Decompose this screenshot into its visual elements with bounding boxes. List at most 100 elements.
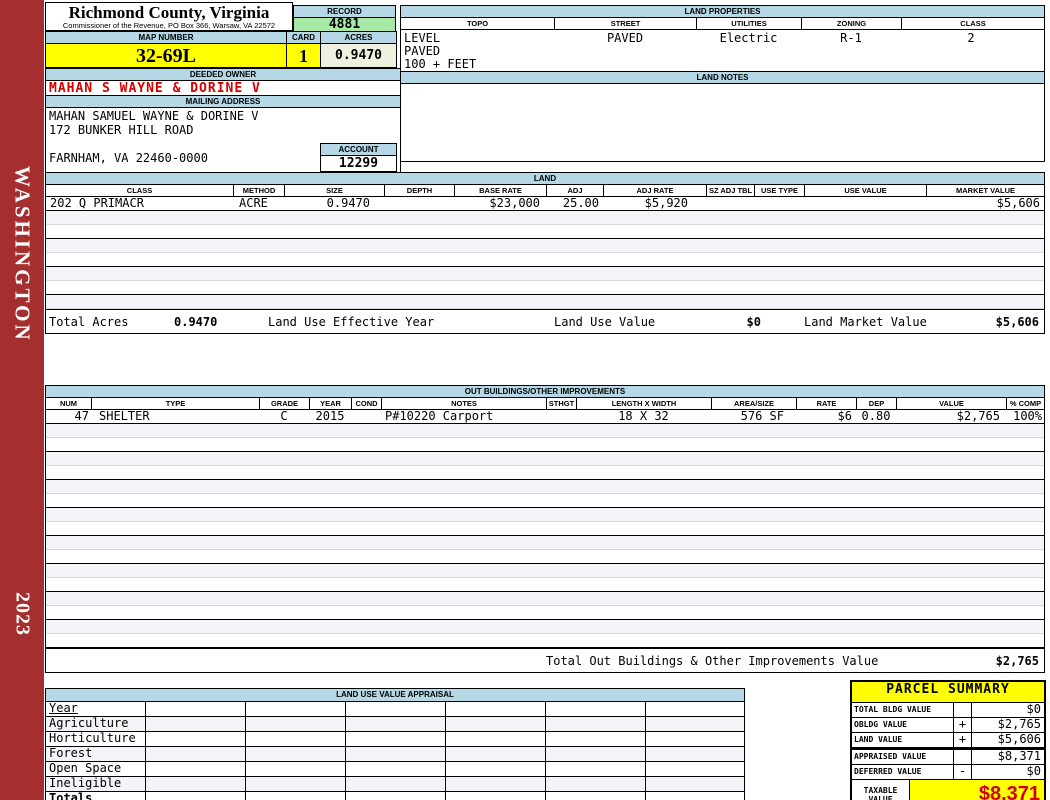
appraisal-cell[interactable] <box>445 732 545 746</box>
col-type: TYPE <box>91 398 259 409</box>
col-use-type: USE TYPE <box>754 185 804 196</box>
appraisal-cell[interactable] <box>545 702 645 716</box>
appraisal-row: Horticulture <box>46 732 744 747</box>
appraisal-cell[interactable] <box>145 747 245 761</box>
mailing-address-block: MAHAN SAMUEL WAYNE & DORINE V 172 BUNKER… <box>45 107 401 172</box>
appraisal-cell[interactable] <box>245 777 345 791</box>
appraisal-cell[interactable] <box>245 717 345 731</box>
appraisal-row-label: Ineligible <box>49 777 122 790</box>
land-properties-section: LAND PROPERTIES TOPO STREET UTILITIES ZO… <box>400 5 1045 72</box>
col-street: STREET <box>554 18 696 29</box>
appraisal-cell[interactable] <box>145 792 245 800</box>
land-properties-values: LEVEL PAVED 100 + FEET PAVED Electric R-… <box>401 30 1044 71</box>
col-depth: DEPTH <box>384 185 454 196</box>
ob-cond <box>351 410 381 423</box>
appraisal-cell[interactable] <box>445 747 545 761</box>
appraisal-cell[interactable] <box>345 732 445 746</box>
appraisal-cell[interactable] <box>145 702 245 716</box>
appraisal-cell[interactable] <box>145 777 245 791</box>
appraisal-cell[interactable] <box>345 717 445 731</box>
appraisal-cell[interactable] <box>645 747 744 761</box>
land-depth <box>384 197 454 210</box>
appraisal-cell[interactable] <box>545 792 645 800</box>
ob-rate: $6 <box>837 410 852 423</box>
appraisal-cell[interactable] <box>645 762 744 776</box>
parcel-summary-title: PARCEL SUMMARY <box>852 682 1044 703</box>
taxable-value-label: TAXABLE VALUE <box>852 780 910 800</box>
appraisal-cell[interactable] <box>645 732 744 746</box>
taxable-value-row: TAXABLE VALUE $8,371 <box>852 780 1044 800</box>
appraisal-cell[interactable] <box>545 777 645 791</box>
obldg-value: $2,765 <box>997 717 1041 731</box>
ob-pct-comp: 100% <box>1013 410 1042 423</box>
topo-value: LEVEL <box>404 31 441 45</box>
appraisal-cell[interactable] <box>345 702 445 716</box>
ob-total-label: Total Out Buildings & Other Improvements… <box>546 654 879 668</box>
col-market-value: MARKET VALUE <box>926 185 1044 196</box>
total-bldg-value: $0 <box>1026 702 1041 716</box>
col-topo: TOPO <box>466 19 489 28</box>
land-value: $5,606 <box>997 732 1041 746</box>
out-buildings-header-row: NUM TYPE GRADE YEAR COND NOTES STHGT LEN… <box>46 398 1044 410</box>
appraisal-cell[interactable] <box>245 747 345 761</box>
appraisal-cell[interactable] <box>345 777 445 791</box>
appraisal-cell[interactable] <box>645 792 744 800</box>
appraisal-cell[interactable] <box>645 702 744 716</box>
obldg-value-label: OBLDG VALUE <box>852 718 954 732</box>
deeded-owner-value[interactable]: MAHAN S WAYNE & DORINE V <box>45 80 401 96</box>
appraisal-cell[interactable] <box>545 717 645 731</box>
appraisal-cell[interactable] <box>345 762 445 776</box>
record-value[interactable]: 4881 <box>293 17 396 32</box>
land-use-appraisal-title: LAND USE VALUE APPRAISAL <box>46 689 744 702</box>
appraisal-cell[interactable] <box>445 717 545 731</box>
ob-notes: P#10220 Carport <box>385 410 494 423</box>
account-value[interactable]: 12299 <box>320 155 397 172</box>
appraisal-cell[interactable] <box>245 762 345 776</box>
appraisal-row: Year <box>46 702 744 717</box>
appraisal-cell[interactable] <box>645 717 744 731</box>
appraisal-cell[interactable] <box>445 777 545 791</box>
appraisal-cell[interactable] <box>245 702 345 716</box>
appraisal-cell[interactable] <box>545 747 645 761</box>
appraisal-cell[interactable] <box>245 732 345 746</box>
col-length-x-width: LENGTH X WIDTH <box>576 398 711 409</box>
appraisal-row: Agriculture <box>46 717 744 732</box>
land-totals-row: Total Acres 0.9470 Land Use Effective Ye… <box>46 309 1044 333</box>
appraisal-row: Forest <box>46 747 744 762</box>
land-market-value: $5,606 <box>995 315 1039 329</box>
total-bldg-value-label: TOTAL BLDG VALUE <box>852 703 954 717</box>
appraisal-cell[interactable] <box>245 792 345 800</box>
appraisal-cell[interactable] <box>645 777 744 791</box>
land-value-label: LAND VALUE <box>852 733 954 747</box>
col-rate: RATE <box>796 398 856 409</box>
land-row[interactable]: 202 Q PRIMACR ACRE 0.9470 $23,000 25.00 … <box>46 197 1044 211</box>
appraisal-cell[interactable] <box>345 747 445 761</box>
appraisal-cell[interactable] <box>545 732 645 746</box>
land-notes-body[interactable] <box>401 84 1044 161</box>
appraisal-row-label: Horticulture <box>49 732 136 745</box>
ob-value: $2,765 <box>956 410 1000 423</box>
appraisal-cell[interactable] <box>445 762 545 776</box>
acres-value[interactable]: 0.9470 <box>320 43 397 68</box>
mailing-address-line: FARNHAM, VA 22460-0000 <box>49 151 208 165</box>
appraisal-cell[interactable] <box>445 792 545 800</box>
col-cond: COND <box>351 398 381 409</box>
map-number-value[interactable]: 32-69L <box>45 43 287 68</box>
appraisal-cell[interactable] <box>145 762 245 776</box>
col-sthgt: STHGT <box>546 398 576 409</box>
appraisal-row-label: Totals <box>49 792 93 800</box>
land-use-appraisal-section: LAND USE VALUE APPRAISAL Year Agricultur… <box>45 688 745 800</box>
appraisal-cell[interactable] <box>545 762 645 776</box>
appraisal-cell[interactable] <box>345 792 445 800</box>
summary-row: OBLDG VALUE + $2,765 <box>852 718 1044 733</box>
out-building-row[interactable]: 47 SHELTER C 2015 P#10220 Carport 18 X 3… <box>46 410 1044 424</box>
card-value[interactable]: 1 <box>286 43 321 68</box>
out-buildings-title: OUT BUILDINGS/OTHER IMPROVEMENTS <box>46 386 1044 398</box>
sidebar: WASHINGTON 2023 <box>0 0 44 800</box>
col-class: CLASS <box>901 18 1044 29</box>
appraisal-cell[interactable] <box>145 717 245 731</box>
land-use-value <box>804 197 926 210</box>
appraisal-cell[interactable] <box>445 702 545 716</box>
appraisal-cell[interactable] <box>145 732 245 746</box>
